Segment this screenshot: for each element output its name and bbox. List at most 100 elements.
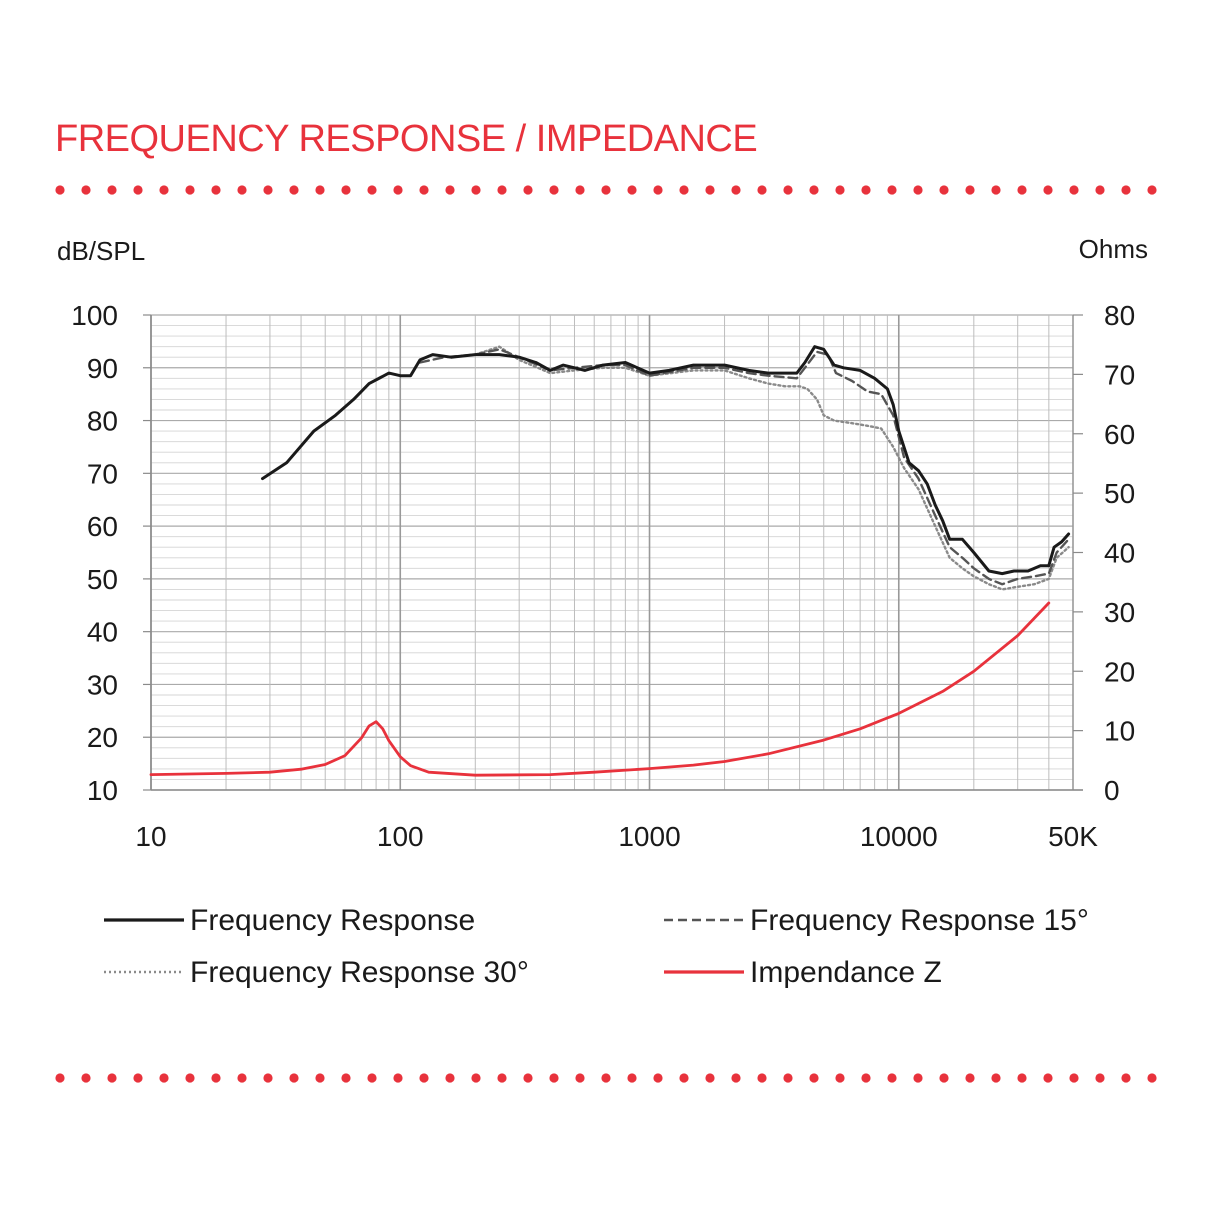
y2-tick-label: 70 [1104, 359, 1135, 390]
divider-dot [601, 185, 611, 195]
divider-dot [523, 185, 533, 195]
y2-tick-label: 40 [1104, 538, 1135, 569]
frequency-impedance-chart: 1009080706050403020108070605040302010010… [57, 234, 1148, 989]
divider-dot [497, 1073, 507, 1083]
divider-dot [367, 185, 377, 195]
x-tick-label: 50K [1048, 821, 1098, 852]
x-tick-label: 100 [377, 821, 424, 852]
divider-dot [835, 185, 845, 195]
y2-tick-label: 80 [1104, 300, 1135, 331]
divider-dot [887, 185, 897, 195]
y-tick-label: 30 [87, 669, 118, 700]
y2-tick-label: 10 [1104, 716, 1135, 747]
y2-tick-label: 30 [1104, 597, 1135, 628]
divider-dot [1121, 1073, 1131, 1083]
divider-dot [1017, 1073, 1027, 1083]
series-line-frequency-response-30 [474, 345, 1070, 591]
divider-dot [809, 185, 819, 195]
divider-dot [861, 1073, 871, 1083]
divider-dot [861, 185, 871, 195]
y-tick-label: 90 [87, 353, 118, 384]
divider-dot [1147, 185, 1157, 195]
divider-dot [757, 1073, 767, 1083]
divider-dot [653, 185, 663, 195]
divider-dot [601, 1073, 611, 1083]
divider-dot [653, 1073, 663, 1083]
divider-dot [965, 185, 975, 195]
legend-label: Impendance Z [750, 956, 942, 989]
divider-dot [575, 1073, 585, 1083]
divider-dot [315, 1073, 325, 1083]
divider-dot [419, 1073, 429, 1083]
legend-item: Impendance Z [664, 956, 942, 989]
divider-dot [133, 1073, 143, 1083]
divider-dot [289, 1073, 299, 1083]
divider-dot [289, 185, 299, 195]
y-axis-label: dB/SPL [57, 236, 145, 266]
y-tick-label: 20 [87, 722, 118, 753]
divider-dot [211, 185, 221, 195]
divider-dot [731, 185, 741, 195]
y2-tick-label: 60 [1104, 419, 1135, 450]
divider-dot [159, 185, 169, 195]
legend-label: Frequency Response [190, 904, 475, 937]
series-line-impendance-z [149, 601, 1051, 777]
divider-dot [55, 1073, 65, 1083]
divider-dot [497, 185, 507, 195]
legend-label: Frequency Response 30° [190, 956, 529, 989]
series-line-frequency-response [261, 345, 1071, 576]
divider-dot [445, 1073, 455, 1083]
divider-dot [523, 1073, 533, 1083]
divider-dot [1017, 185, 1027, 195]
divider-dot [81, 185, 91, 195]
x-tick-label: 10000 [860, 821, 938, 852]
divider-dot [1069, 1073, 1079, 1083]
divider-dot [185, 185, 195, 195]
y-tick-label: 80 [87, 406, 118, 437]
divider-dot [1069, 185, 1079, 195]
divider-dot [1043, 185, 1053, 195]
divider-dot [159, 1073, 169, 1083]
divider-dot [939, 1073, 949, 1083]
divider-dot [991, 1073, 1001, 1083]
divider-dot [1043, 1073, 1053, 1083]
legend-label: Frequency Response 15° [750, 904, 1089, 937]
divider-dot [965, 1073, 975, 1083]
page-title: FREQUENCY RESPONSE / IMPEDANCE [55, 118, 758, 160]
x-tick-label: 1000 [618, 821, 680, 852]
divider-dot [1147, 1073, 1157, 1083]
divider-dot [445, 185, 455, 195]
legend-item: Frequency Response [104, 904, 475, 937]
divider-dot [107, 185, 117, 195]
legend-item: Frequency Response 15° [664, 904, 1089, 937]
divider-dot [55, 185, 65, 195]
divider-dot [913, 185, 923, 195]
divider-dot [81, 1073, 91, 1083]
dotted-divider-bottom [55, 1073, 1157, 1083]
y-tick-label: 60 [87, 511, 118, 542]
y2-tick-label: 0 [1104, 775, 1120, 806]
divider-dot [237, 1073, 247, 1083]
divider-dot [133, 185, 143, 195]
divider-dot [185, 1073, 195, 1083]
divider-dot [1121, 185, 1131, 195]
divider-dot [757, 185, 767, 195]
y2-axis-label: Ohms [1079, 234, 1148, 264]
divider-dot [237, 185, 247, 195]
divider-dot [211, 1073, 221, 1083]
y2-tick-label: 50 [1104, 478, 1135, 509]
divider-dot [367, 1073, 377, 1083]
y2-tick-label: 20 [1104, 656, 1135, 687]
divider-dot [575, 185, 585, 195]
divider-dot [263, 1073, 273, 1083]
dotted-divider-top [55, 185, 1157, 195]
grid [150, 314, 1074, 791]
divider-dot [731, 1073, 741, 1083]
divider-dot [887, 1073, 897, 1083]
divider-dot [1095, 1073, 1105, 1083]
y-tick-label: 40 [87, 617, 118, 648]
divider-dot [705, 1073, 715, 1083]
divider-dot [783, 185, 793, 195]
divider-dot [913, 1073, 923, 1083]
divider-dot [679, 1073, 689, 1083]
